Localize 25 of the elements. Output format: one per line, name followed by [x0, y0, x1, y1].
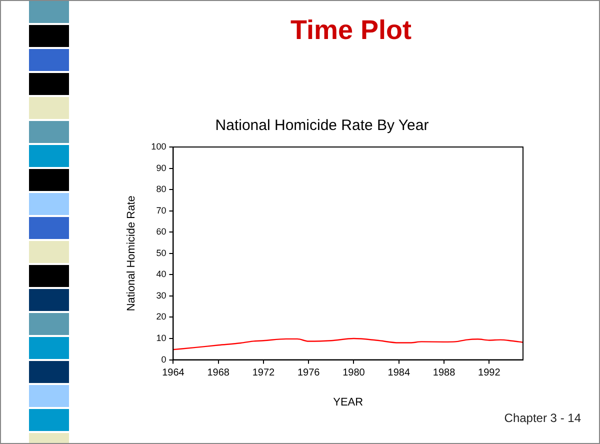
y-tick-label: 10 — [156, 333, 166, 344]
y-tick-label: 40 — [156, 269, 166, 280]
y-tick-label: 100 — [151, 141, 166, 152]
x-tick-label: 1988 — [432, 368, 456, 379]
x-tick-label: 1976 — [297, 368, 320, 379]
y-tick-label: 60 — [156, 226, 166, 237]
y-tick-label: 30 — [156, 290, 166, 300]
text: Chapter 3 - 14 — [504, 411, 581, 425]
y-axis-title: National Homicide Rate — [126, 196, 138, 312]
x-tick-label: 1964 — [162, 368, 185, 379]
x-tick-label: 1968 — [207, 368, 230, 379]
y-tick-label: 20 — [156, 312, 166, 322]
x-tick-label: 1972 — [252, 368, 276, 379]
y-tick-label: 80 — [156, 184, 166, 194]
text: Time Plot — [289, 15, 413, 46]
y-tick-label: 0 — [161, 354, 166, 364]
x-tick-label: 1980 — [342, 368, 366, 379]
y-tick-label: 50 — [156, 248, 166, 258]
x-tick-label: 1984 — [388, 368, 410, 379]
chart-title: National Homicide Rate By Year — [215, 117, 429, 134]
y-tick-label: 90 — [156, 162, 166, 173]
x-tick-label: 1992 — [478, 368, 501, 379]
x-axis-title: YEAR — [333, 396, 364, 408]
line-series — [173, 338, 523, 350]
y-tick-label: 70 — [156, 205, 166, 216]
